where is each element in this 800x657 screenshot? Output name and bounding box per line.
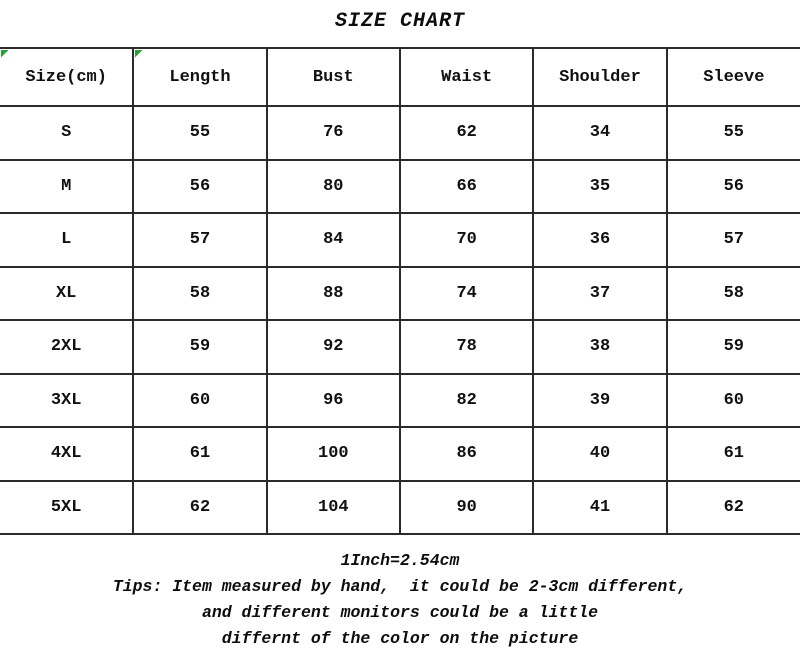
measurement-cell: 38 — [532, 319, 668, 375]
size-chart-page: SIZE CHART Size(cm) Length Bust Waist Sh… — [0, 6, 800, 652]
col-header-size: Size(cm) — [0, 47, 135, 107]
size-label: L — [0, 212, 135, 268]
green-corner-marker-icon — [1, 49, 9, 58]
measurement-cell: 86 — [398, 426, 535, 482]
measurement-cell: 37 — [532, 265, 668, 321]
tips-line-3: differnt of the color on the picture — [221, 629, 579, 648]
table-row: 5XL 62 104 90 41 62 — [0, 479, 800, 535]
measurement-cell: 104 — [265, 479, 401, 535]
size-label: 5XL — [0, 479, 135, 535]
measurement-cell: 96 — [265, 372, 401, 428]
size-label: M — [0, 158, 135, 214]
measurement-cell: 34 — [532, 105, 668, 161]
measurement-cell: 56 — [132, 158, 268, 214]
measurement-cell: 78 — [398, 319, 535, 375]
measurement-cell: 66 — [398, 158, 535, 214]
size-label: 2XL — [0, 319, 135, 375]
table-row: 4XL 61 100 86 40 61 — [0, 426, 800, 482]
header-row: Size(cm) Length Bust Waist Shoulder Slee… — [0, 47, 800, 107]
measurement-cell: 41 — [532, 479, 668, 535]
measurement-cell: 62 — [132, 479, 268, 535]
measurement-cell: 92 — [265, 319, 401, 375]
measurement-cell: 90 — [398, 479, 535, 535]
measurement-cell: 84 — [265, 212, 401, 268]
measurement-cell: 61 — [132, 426, 268, 482]
measurement-cell: 57 — [132, 212, 268, 268]
size-table: Size(cm) Length Bust Waist Shoulder Slee… — [0, 47, 800, 535]
measurement-cell: 60 — [665, 372, 800, 428]
page-title: SIZE CHART — [334, 10, 466, 33]
col-header-bust: Bust — [265, 47, 401, 107]
measurement-cell: 39 — [532, 372, 668, 428]
measurement-cell: 58 — [665, 265, 800, 321]
green-corner-marker-icon — [135, 49, 143, 58]
table-row: 2XL 59 92 78 38 59 — [0, 319, 800, 375]
size-table-wrap: Size(cm) Length Bust Waist Shoulder Slee… — [0, 47, 800, 535]
measurement-cell: 100 — [265, 426, 401, 482]
tips-line-1: Tips: Item measured by hand, it could be… — [112, 577, 688, 596]
measurement-cell: 62 — [665, 479, 800, 535]
inch-conversion-note: 1Inch=2.54cm — [340, 551, 460, 570]
measurement-cell: 36 — [532, 212, 668, 268]
measurement-cell: 76 — [265, 105, 401, 161]
measurement-cell: 88 — [265, 265, 401, 321]
measurement-cell: 61 — [665, 426, 800, 482]
col-header-waist: Waist — [398, 47, 535, 107]
footer-notes: 1Inch=2.54cm Tips: Item measured by hand… — [0, 548, 800, 652]
measurement-cell: 57 — [665, 212, 800, 268]
measurement-cell: 55 — [132, 105, 268, 161]
col-header-length: Length — [132, 47, 268, 107]
size-label: XL — [0, 265, 135, 321]
size-label: 3XL — [0, 372, 135, 428]
table-row: L 57 84 70 36 57 — [0, 212, 800, 268]
col-header-shoulder: Shoulder — [532, 47, 668, 107]
table-row: 3XL 60 96 82 39 60 — [0, 372, 800, 428]
measurement-cell: 35 — [532, 158, 668, 214]
size-label: S — [0, 105, 135, 161]
measurement-cell: 56 — [665, 158, 800, 214]
tips-line-2: and different monitors could be a little — [201, 603, 599, 622]
measurement-cell: 60 — [132, 372, 268, 428]
measurement-cell: 74 — [398, 265, 535, 321]
measurement-cell: 55 — [665, 105, 800, 161]
size-label: 4XL — [0, 426, 135, 482]
table-row: S 55 76 62 34 55 — [0, 105, 800, 161]
measurement-cell: 59 — [132, 319, 268, 375]
table-row: XL 58 88 74 37 58 — [0, 265, 800, 321]
measurement-cell: 62 — [398, 105, 535, 161]
table-row: M 56 80 66 35 56 — [0, 158, 800, 214]
col-header-sleeve: Sleeve — [665, 47, 800, 107]
measurement-cell: 82 — [398, 372, 535, 428]
measurement-cell: 40 — [532, 426, 668, 482]
measurement-cell: 70 — [398, 212, 535, 268]
measurement-cell: 59 — [665, 319, 800, 375]
measurement-cell: 80 — [265, 158, 401, 214]
measurement-cell: 58 — [132, 265, 268, 321]
